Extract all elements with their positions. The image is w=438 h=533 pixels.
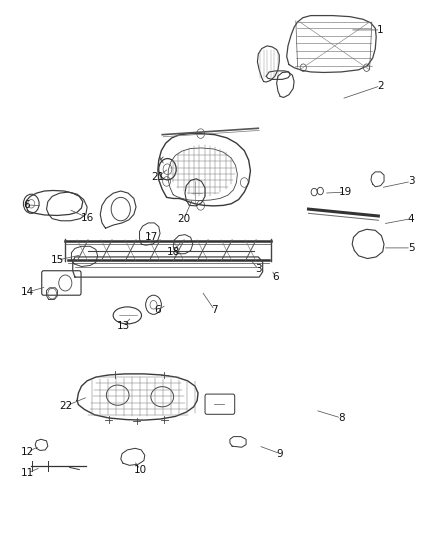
Text: 7: 7 bbox=[211, 305, 218, 315]
Text: 14: 14 bbox=[21, 287, 35, 297]
Text: 20: 20 bbox=[177, 214, 191, 224]
Text: 8: 8 bbox=[338, 413, 345, 423]
Text: 3: 3 bbox=[255, 264, 261, 274]
Text: 10: 10 bbox=[134, 465, 147, 474]
Text: 22: 22 bbox=[60, 401, 73, 411]
Text: 15: 15 bbox=[51, 255, 64, 265]
Text: 6: 6 bbox=[24, 200, 30, 210]
Text: 12: 12 bbox=[21, 447, 35, 456]
Text: 9: 9 bbox=[277, 449, 283, 458]
Text: 16: 16 bbox=[81, 213, 94, 223]
Text: 6: 6 bbox=[272, 272, 279, 282]
Text: 21: 21 bbox=[151, 172, 165, 182]
Text: 5: 5 bbox=[408, 243, 414, 253]
Text: 1: 1 bbox=[377, 25, 384, 35]
Text: 13: 13 bbox=[117, 321, 130, 331]
Text: 19: 19 bbox=[339, 187, 352, 197]
Text: 3: 3 bbox=[408, 176, 414, 187]
Text: 2: 2 bbox=[377, 81, 384, 91]
Text: 6: 6 bbox=[155, 305, 161, 315]
Text: 18: 18 bbox=[166, 247, 180, 256]
Text: 11: 11 bbox=[21, 468, 35, 478]
Text: 17: 17 bbox=[145, 232, 158, 243]
Text: 4: 4 bbox=[408, 214, 414, 224]
